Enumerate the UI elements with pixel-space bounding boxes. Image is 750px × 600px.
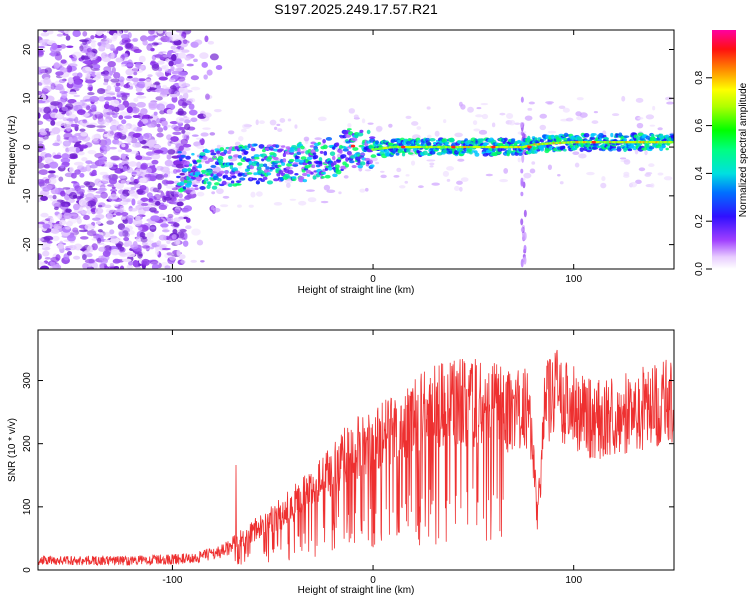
x-tick-label: 0 xyxy=(370,575,376,586)
snr-panel: -100 0 100 0 100 200 300 Height of straight l… xyxy=(7,329,675,596)
snr-frame xyxy=(37,329,675,571)
y-tick-label: 0 xyxy=(22,567,33,573)
x-tick-label: -100 xyxy=(162,575,182,586)
spectrogram-x-ticks: -100 0 100 xyxy=(162,30,582,285)
colorbar-tick-label: 0.6 xyxy=(694,118,705,132)
chart-title: S197.2025.249.17.57.R21 xyxy=(274,1,438,17)
spectrogram-frame xyxy=(37,29,675,270)
snr-y-ticks: 0 100 200 300 xyxy=(22,372,674,573)
snr-y-label: SNR (10 * v/v) xyxy=(7,418,18,482)
y-tick-label: -20 xyxy=(22,237,33,252)
x-tick-label: 100 xyxy=(565,575,582,586)
colorbar-tick-label: 0.0 xyxy=(694,262,705,276)
y-tick-label: 20 xyxy=(22,44,33,56)
x-tick-label: 100 xyxy=(565,274,582,285)
colorbar-tick-label: 0.8 xyxy=(694,70,705,84)
colorbar-tick-label: 0.4 xyxy=(694,166,705,180)
spectrogram-y-label: Frequency (Hz) xyxy=(7,116,18,185)
y-tick-label: 100 xyxy=(22,498,33,515)
spectrogram-x-label: Height of straight line (km) xyxy=(298,285,415,296)
colorbar-gradient xyxy=(712,30,736,269)
x-tick-label: 0 xyxy=(370,274,376,285)
colorbar-tick-label: 0.2 xyxy=(694,214,705,228)
snr-series-line xyxy=(38,349,674,566)
y-tick-label: 10 xyxy=(22,92,33,104)
x-tick-label: -100 xyxy=(162,274,182,285)
colorbar: 0.0 0.2 0.4 0.6 0.8 Normalized spectral ampl… xyxy=(694,30,749,276)
colorbar-ticks: 0.0 0.2 0.4 0.6 0.8 xyxy=(694,70,712,276)
snr-x-ticks: -100 0 100 xyxy=(162,330,582,586)
snr-x-label: Height of straight line (km) xyxy=(298,585,415,596)
colorbar-label: Normalized spectral amplitude xyxy=(738,82,749,217)
y-tick-label: -10 xyxy=(22,188,33,203)
y-tick-label: 200 xyxy=(22,435,33,452)
spectrogram-y-ticks: 20 10 0 -10 -20 xyxy=(22,44,674,252)
y-tick-label: 300 xyxy=(22,372,33,389)
y-tick-label: 0 xyxy=(22,144,33,150)
spectrogram-blobs xyxy=(38,30,674,269)
